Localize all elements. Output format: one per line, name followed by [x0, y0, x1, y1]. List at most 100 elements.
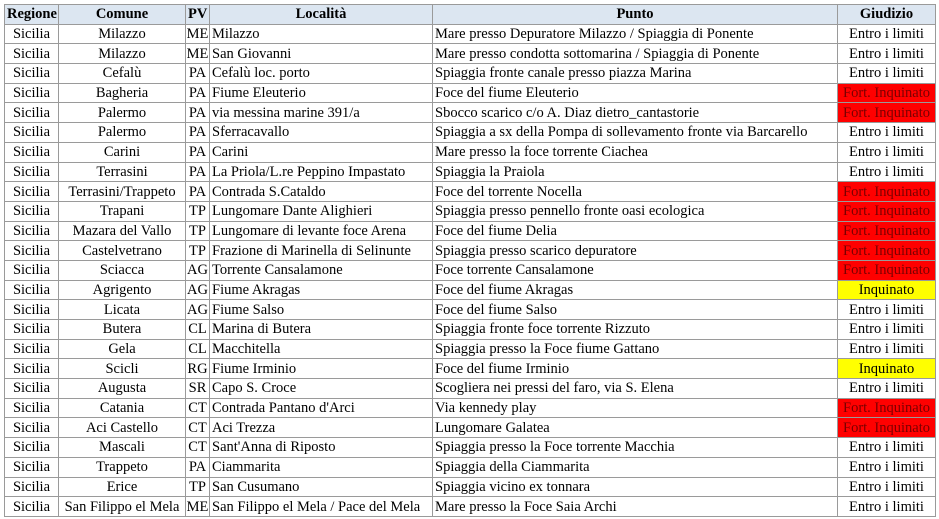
cell-giudizio: Inquinato: [837, 279, 936, 301]
cell-regione: Sicilia: [4, 259, 59, 281]
cell-pv: ME: [185, 43, 210, 65]
table-row: Sicilia Aci Castello CT Aci Trezza Lungomare…: [4, 417, 936, 439]
header-giudizio: Giudizio: [837, 4, 936, 25]
table-row: Sicilia Scicli RG Fiume Irminio Foce del fiu…: [4, 358, 936, 380]
cell-localita: Capo S. Croce: [209, 378, 433, 399]
cell-giudizio: Fort. Inquinato: [837, 397, 936, 419]
cell-pv: AG: [185, 259, 210, 281]
cell-regione: Sicilia: [4, 43, 59, 65]
cell-localita: Frazione di Marinella di Selinunte: [209, 240, 433, 261]
cell-comune: Terrasini/Trappeto: [58, 181, 186, 202]
cell-punto: Mare presso la Foce Saia Archi: [432, 496, 838, 517]
table-row: Sicilia Gela CL Macchitella Spiaggia presso …: [4, 338, 936, 360]
cell-pv: SR: [185, 378, 210, 399]
cell-comune: Licata: [58, 299, 186, 320]
cell-punto: Spiaggia fronte canale presso piazza Mar…: [432, 63, 838, 84]
cell-pv: TP: [185, 476, 210, 498]
cell-comune: Castelvetrano: [58, 240, 186, 261]
cell-comune: Catania: [58, 397, 186, 419]
header-regione: Regione: [4, 4, 59, 25]
cell-regione: Sicilia: [4, 476, 59, 498]
cell-regione: Sicilia: [4, 82, 59, 104]
cell-punto: Scogliera nei pressi del faro, via S. El…: [432, 378, 838, 399]
cell-giudizio: Entro i limiti: [837, 43, 936, 65]
cell-comune: Palermo: [58, 102, 186, 124]
cell-localita: Fiume Akragas: [209, 279, 433, 301]
cell-localita: Fiume Salso: [209, 299, 433, 320]
table-row: Sicilia Catania CT Contrada Pantano d'Arci V…: [4, 397, 936, 419]
cell-giudizio: Entro i limiti: [837, 319, 936, 340]
cell-comune: Sciacca: [58, 259, 186, 281]
cell-comune: San Filippo el Mela: [58, 496, 186, 517]
cell-localita: Contrada S.Cataldo: [209, 181, 433, 202]
cell-pv: PA: [185, 456, 210, 478]
table-row: Sicilia Terrasini PA La Priola/L.re Peppino…: [4, 161, 936, 183]
cell-giudizio: Fort. Inquinato: [837, 240, 936, 261]
cell-comune: Mascali: [58, 437, 186, 458]
cell-pv: CL: [185, 338, 210, 360]
results-table: Regione Comune PV Località Punto Giudizi…: [4, 4, 936, 517]
cell-punto: Spiaggia presso la Foce fiume Gattano: [432, 338, 838, 360]
cell-comune: Aci Castello: [58, 417, 186, 439]
cell-localita: Ciammarita: [209, 456, 433, 478]
cell-comune: Agrigento: [58, 279, 186, 301]
cell-regione: Sicilia: [4, 63, 59, 84]
cell-giudizio: Entro i limiti: [837, 141, 936, 163]
cell-punto: Spiaggia a sx della Pompa di sollevament…: [432, 122, 838, 143]
cell-pv: ME: [185, 23, 210, 45]
cell-giudizio: Fort. Inquinato: [837, 417, 936, 439]
table-row: Sicilia Bagheria PA Fiume Eleuterio Foce del…: [4, 82, 936, 104]
cell-giudizio: Entro i limiti: [837, 299, 936, 320]
cell-punto: Spiaggia la Praiola: [432, 161, 838, 183]
cell-giudizio: Entro i limiti: [837, 378, 936, 399]
cell-pv: CT: [185, 417, 210, 439]
cell-punto: Foce del fiume Akragas: [432, 279, 838, 301]
cell-punto: Foce del fiume Salso: [432, 299, 838, 320]
cell-punto: Spiaggia presso scarico depuratore: [432, 240, 838, 261]
cell-regione: Sicilia: [4, 319, 59, 340]
cell-giudizio: Entro i limiti: [837, 63, 936, 84]
cell-localita: Contrada Pantano d'Arci: [209, 397, 433, 419]
cell-regione: Sicilia: [4, 437, 59, 458]
cell-comune: Bagheria: [58, 82, 186, 104]
cell-regione: Sicilia: [4, 299, 59, 320]
header-localita: Località: [209, 4, 433, 25]
cell-giudizio: Fort. Inquinato: [837, 220, 936, 242]
cell-pv: AG: [185, 299, 210, 320]
table-row: Sicilia Mazara del Vallo TP Lungomare di le…: [4, 220, 936, 242]
header-pv: PV: [185, 4, 210, 25]
cell-comune: Carini: [58, 141, 186, 163]
table-row: Sicilia Sciacca AG Torrente Cansalamone Foce…: [4, 259, 936, 281]
table-row: Sicilia Palermo PA via messina marine 391/a…: [4, 102, 936, 124]
cell-giudizio: Fort. Inquinato: [837, 82, 936, 104]
cell-comune: Milazzo: [58, 43, 186, 65]
cell-pv: TP: [185, 200, 210, 222]
cell-localita: San Cusumano: [209, 476, 433, 498]
cell-pv: PA: [185, 82, 210, 104]
cell-punto: Spiaggia presso pennello fronte oasi eco…: [432, 200, 838, 222]
cell-regione: Sicilia: [4, 102, 59, 124]
table-row: Sicilia Trapani TP Lungomare Dante Alighier…: [4, 200, 936, 222]
cell-regione: Sicilia: [4, 279, 59, 301]
cell-comune: Cefalù: [58, 63, 186, 84]
cell-pv: PA: [185, 141, 210, 163]
table-row: Sicilia Butera CL Marina di Butera Spiaggia …: [4, 319, 936, 340]
table-row: Sicilia Castelvetrano TP Frazione di Marine…: [4, 240, 936, 261]
cell-punto: Spiaggia vicino ex tonnara: [432, 476, 838, 498]
cell-comune: Augusta: [58, 378, 186, 399]
cell-regione: Sicilia: [4, 181, 59, 202]
cell-comune: Butera: [58, 319, 186, 340]
table-row: Sicilia Agrigento AG Fiume Akragas Foce del …: [4, 279, 936, 301]
cell-punto: Foce del torrente Nocella: [432, 181, 838, 202]
cell-giudizio: Entro i limiti: [837, 122, 936, 143]
cell-pv: CT: [185, 437, 210, 458]
header-row: Regione Comune PV Località Punto Giudizi…: [4, 4, 936, 25]
header-punto: Punto: [432, 4, 838, 25]
table-row: Sicilia Licata AG Fiume Salso Foce del fiume…: [4, 299, 936, 320]
cell-comune: Milazzo: [58, 23, 186, 45]
cell-regione: Sicilia: [4, 23, 59, 45]
cell-punto: Foce del fiume Irminio: [432, 358, 838, 380]
cell-localita: Sant'Anna di Riposto: [209, 437, 433, 458]
cell-punto: Lungomare Galatea: [432, 417, 838, 439]
cell-giudizio: Fort. Inquinato: [837, 200, 936, 222]
